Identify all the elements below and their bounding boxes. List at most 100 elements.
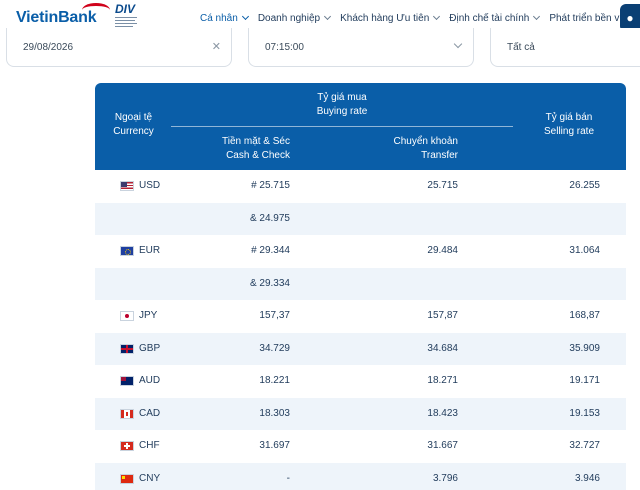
exchange-rate-table: Ngoại tệ Currency Tỷ giá mua Buying rate… [95, 83, 626, 490]
nav-item-phat-trien-ben-vung[interactable]: Phát triển bền vững [549, 13, 637, 24]
eur-flag-icon [120, 246, 134, 256]
time-select[interactable]: 07:15:00 [248, 28, 474, 67]
cny-flag-icon [120, 473, 134, 484]
currency-code: EUR [139, 245, 161, 256]
selling-rate: 32.727 [569, 440, 600, 451]
nav-item-khach-hang-uu-tien[interactable]: Khách hàng Ưu tiên [340, 12, 441, 24]
close-icon[interactable]: ✕ [211, 41, 221, 53]
selling-rate: 19.153 [569, 407, 600, 419]
table-row: USD # 25.715 25.715 26.255 [95, 170, 626, 203]
header-cash-en: Cash & Check [226, 150, 290, 161]
nav-item-dinh-che-tai-chinh[interactable]: Định chế tài chính [449, 12, 541, 24]
cash-rate: 34.729 [259, 342, 290, 354]
jpy-flag-icon [120, 311, 134, 321]
header-transfer-vi: Chuyển khoản [393, 136, 459, 147]
header-currency-vi: Ngoại tệ [114, 112, 153, 123]
header-buying-rate: Tỷ giá mua Buying rate [172, 91, 512, 119]
cash-rate: & 24.975 [249, 212, 290, 224]
selling-rate: 168,87 [569, 310, 600, 321]
nav-item-label: Phát triển bền vững [549, 12, 638, 24]
div-badge-fineprint-icon [115, 17, 149, 27]
cash-rate: & 29.334 [249, 277, 290, 289]
table-row: AUD 18.221 18.271 19.171 [95, 365, 626, 398]
header-selling-rate: Tỷ giá bán Selling rate [512, 111, 626, 139]
vietinbank-logo[interactable]: VietinBank [16, 3, 110, 29]
header-divider [171, 126, 513, 127]
header-transfer: Chuyển khoản Transfer [290, 135, 459, 163]
selling-rate: 35.909 [569, 342, 600, 354]
header-sell-en: Selling rate [543, 126, 595, 137]
login-button[interactable]: ● [620, 4, 640, 32]
table-row: CAD 18.303 18.423 19.153 [95, 397, 626, 430]
time-value: 07:15:00 [265, 42, 304, 53]
cash-rate: # 29.344 [251, 245, 290, 256]
cash-rate: 157,37 [259, 310, 290, 321]
header-sell-vi: Tỷ giá bán [545, 112, 593, 123]
nav-item-label: Khách hàng Ưu tiên [340, 12, 430, 24]
transfer-rate: 157,87 [427, 310, 458, 321]
date-field[interactable]: 29/08/2026 ✕ [6, 28, 232, 67]
transfer-rate: 3.796 [432, 472, 458, 484]
aud-flag-icon [120, 376, 134, 386]
chevron-down-icon [324, 12, 332, 21]
currency-select[interactable]: Tất cả [490, 28, 640, 67]
user-icon: ● [626, 11, 634, 25]
chf-flag-icon [120, 441, 134, 451]
table-row: CHF 31.697 31.667 32.727 [95, 430, 626, 463]
logo-text: VietinBank [16, 9, 97, 26]
gbp-flag-icon [120, 343, 134, 354]
table-row: & 24.975 [95, 202, 626, 235]
currency-code: CHF [139, 440, 160, 451]
header-transfer-en: Transfer [421, 150, 458, 161]
header-buy-vi: Tỷ giá mua [317, 92, 367, 103]
table-row: GBP 34.729 34.684 35.909 [95, 332, 626, 365]
table-row: JPY 157,37 157,87 168,87 [95, 300, 626, 333]
cash-rate: - [286, 472, 290, 484]
currency-code: USD [139, 180, 161, 191]
header-currency: Ngoại tệ Currency [95, 111, 172, 139]
currency-code: JPY [139, 310, 158, 321]
selling-rate: 19.171 [569, 375, 600, 386]
currency-code: AUD [139, 375, 161, 386]
main-nav: Cá nhân Doanh nghiệp Khách hàng Ưu tiên … [200, 0, 640, 36]
cash-rate: 31.697 [259, 440, 290, 451]
nav-item-label: Doanh nghiệp [257, 12, 321, 24]
logo-swoosh-icon [82, 3, 110, 17]
chevron-down-icon [241, 12, 249, 21]
table-row: CNY - 3.796 3.946 [95, 462, 626, 490]
cash-rate: 18.221 [259, 375, 290, 386]
nav-item-label: Cá nhân [200, 12, 238, 24]
transfer-rate: 25.715 [427, 180, 458, 191]
transfer-rate: 18.423 [427, 407, 458, 419]
transfer-rate: 29.484 [427, 245, 458, 256]
header-cash-vi: Tiền mặt & Séc [222, 136, 290, 147]
div-badge-logo: DIV [115, 3, 149, 31]
currency-code: CAD [139, 407, 161, 419]
cash-rate: 18.303 [259, 407, 290, 419]
usd-flag-icon [120, 181, 134, 191]
table-header: Ngoại tệ Currency Tỷ giá mua Buying rate… [95, 83, 626, 170]
date-value: 29/08/2026 [23, 42, 74, 53]
header-buy-en: Buying rate [316, 106, 368, 117]
div-badge-title: DIV [115, 2, 136, 16]
table-row: & 29.334 [95, 267, 626, 300]
selling-rate: 31.064 [569, 245, 600, 256]
chevron-down-icon [433, 12, 441, 21]
selling-rate: 26.255 [569, 180, 600, 191]
header-currency-en: Currency [113, 126, 154, 137]
header-cash-check: Tiền mặt & Séc Cash & Check [172, 135, 290, 163]
chevron-down-icon [453, 39, 463, 49]
table-row: EUR # 29.344 29.484 31.064 [95, 235, 626, 268]
currency-code: CNY [139, 472, 161, 484]
transfer-rate: 34.684 [427, 342, 458, 354]
selling-rate: 3.946 [574, 472, 600, 484]
nav-item-label: Định chế tài chính [449, 12, 530, 24]
cad-flag-icon [120, 408, 134, 419]
currency-code: GBP [139, 342, 161, 354]
nav-item-doanh-nghiep[interactable]: Doanh nghiệp [257, 12, 332, 24]
transfer-rate: 31.667 [427, 440, 458, 451]
cash-rate: # 25.715 [251, 180, 290, 191]
table-body: USD # 25.715 25.715 26.255 & 24.975 EUR … [95, 170, 626, 490]
nav-item-ca-nhan[interactable]: Cá nhân [200, 12, 249, 24]
